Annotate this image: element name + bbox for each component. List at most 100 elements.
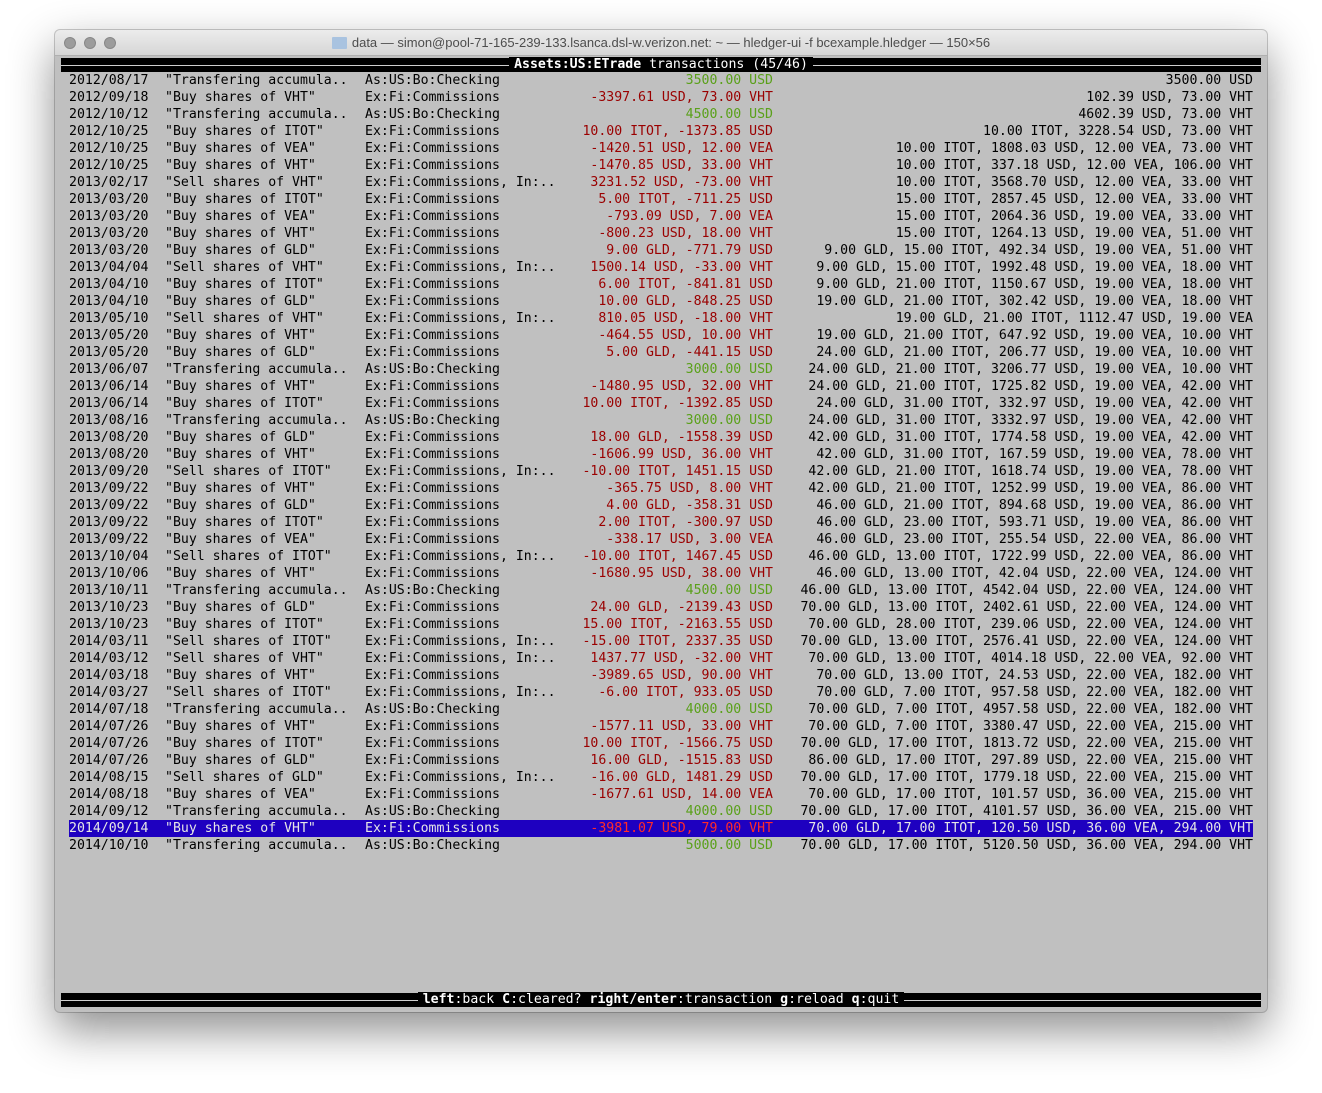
balance-cell: 70.00 GLD, 17.00 ITOT, 120.50 USD, 36.00… <box>808 821 1253 836</box>
table-row[interactable]: 2013/05/10 "Sell shares of VHT" Ex:Fi:Comm… <box>61 310 1261 327</box>
minimize-button[interactable] <box>84 37 96 49</box>
balance-cell: 24.00 GLD, 31.00 ITOT, 332.97 USD, 19.00… <box>816 396 1253 411</box>
table-row[interactable]: 2013/04/10 "Buy shares of ITOT" Ex:Fi:Comm… <box>61 276 1261 293</box>
date-cell: 2013/03/20 <box>69 209 149 224</box>
table-row[interactable]: 2014/03/18 "Buy shares of VHT" Ex:Fi:Commi… <box>61 667 1261 684</box>
table-row[interactable]: 2013/06/14 "Buy shares of ITOT" Ex:Fi:Comm… <box>61 395 1261 412</box>
table-row[interactable]: 2013/09/22 "Buy shares of ITOT" Ex:Fi:Comm… <box>61 514 1261 531</box>
table-row[interactable]: 2012/10/25 "Buy shares of VEA" Ex:Fi:Commi… <box>61 140 1261 157</box>
description-cell: "Sell shares of VHT" <box>165 260 324 275</box>
key-hint: right/enter:transaction <box>589 992 773 1007</box>
table-row[interactable]: 2012/08/17 "Transfering accumula.. As:US:B… <box>61 72 1261 89</box>
description-cell: "Sell shares of ITOT" <box>165 549 332 564</box>
table-row[interactable]: 2013/10/23 "Buy shares of GLD" Ex:Fi:Commi… <box>61 599 1261 616</box>
table-row[interactable]: 2013/06/14 "Buy shares of VHT" Ex:Fi:Commi… <box>61 378 1261 395</box>
balance-cell: 70.00 GLD, 13.00 ITOT, 2402.61 USD, 22.0… <box>800 600 1253 615</box>
account-cell: Ex:Fi:Commissions <box>365 277 500 292</box>
table-row[interactable]: 2013/03/20 "Buy shares of ITOT" Ex:Fi:Comm… <box>61 191 1261 208</box>
balance-cell: 4602.39 USD, 73.00 VHT <box>1078 107 1253 122</box>
table-row[interactable]: 2014/10/10 "Transfering accumula.. As:US:B… <box>61 837 1261 854</box>
table-row[interactable]: 2013/06/07 "Transfering accumula.. As:US:B… <box>61 361 1261 378</box>
description-cell: "Buy shares of VEA" <box>165 532 316 547</box>
table-row[interactable]: 2013/08/20 "Buy shares of GLD" Ex:Fi:Commi… <box>61 429 1261 446</box>
balance-cell: 70.00 GLD, 7.00 ITOT, 3380.47 USD, 22.00… <box>808 719 1253 734</box>
account-cell: Ex:Fi:Commissions, In:.. <box>365 685 556 700</box>
table-row[interactable]: 2013/10/04 "Sell shares of ITOT" Ex:Fi:Com… <box>61 548 1261 565</box>
key-label: g <box>780 992 789 1007</box>
date-cell: 2014/07/18 <box>69 702 149 717</box>
zoom-button[interactable] <box>104 37 116 49</box>
table-row-selected[interactable]: 2014/09/14 "Buy shares of VHT" Ex:Fi:Commi… <box>69 820 1253 837</box>
account-cell: As:US:Bo:Checking <box>365 838 500 853</box>
table-row[interactable]: 2012/10/12 "Transfering accumula.. As:US:B… <box>61 106 1261 123</box>
date-cell: 2013/04/10 <box>69 294 149 309</box>
date-cell: 2014/03/12 <box>69 651 149 666</box>
table-row[interactable]: 2012/10/25 "Buy shares of VHT" Ex:Fi:Commi… <box>61 157 1261 174</box>
table-row[interactable]: 2014/03/27 "Sell shares of ITOT" Ex:Fi:Com… <box>61 684 1261 701</box>
amount-cell: -3397.61 USD, 73.00 VHT <box>590 90 773 105</box>
table-row[interactable]: 2014/07/26 "Buy shares of GLD" Ex:Fi:Commi… <box>61 752 1261 769</box>
table-row[interactable]: 2013/05/20 "Buy shares of GLD" Ex:Fi:Commi… <box>61 344 1261 361</box>
amount-cell: -15.00 ITOT, 2337.35 USD <box>582 634 773 649</box>
table-row[interactable]: 2013/09/22 "Buy shares of VHT" Ex:Fi:Commi… <box>61 480 1261 497</box>
table-row[interactable]: 2013/04/04 "Sell shares of VHT" Ex:Fi:Comm… <box>61 259 1261 276</box>
amount-cell: 3500.00 USD <box>685 73 773 88</box>
table-row[interactable]: 2013/10/23 "Buy shares of ITOT" Ex:Fi:Comm… <box>61 616 1261 633</box>
table-row[interactable]: 2013/09/22 "Buy shares of GLD" Ex:Fi:Commi… <box>61 497 1261 514</box>
table-row[interactable]: 2013/10/06 "Buy shares of VHT" Ex:Fi:Commi… <box>61 565 1261 582</box>
table-row[interactable]: 2013/10/11 "Transfering accumula.. As:US:B… <box>61 582 1261 599</box>
table-row[interactable]: 2012/09/18 "Buy shares of VHT" Ex:Fi:Commi… <box>61 89 1261 106</box>
terminal-content[interactable]: Assets:US:ETrade transactions (45/46) 20… <box>61 56 1261 1012</box>
account-cell: Ex:Fi:Commissions <box>365 719 500 734</box>
date-cell: 2012/09/18 <box>69 90 149 105</box>
date-cell: 2014/09/14 <box>69 821 149 836</box>
key-action: cleared? <box>518 992 582 1007</box>
balance-cell: 70.00 GLD, 7.00 ITOT, 957.58 USD, 22.00 … <box>816 685 1253 700</box>
close-button[interactable] <box>64 37 76 49</box>
table-row[interactable]: 2012/10/25 "Buy shares of ITOT" Ex:Fi:Comm… <box>61 123 1261 140</box>
amount-cell: -10.00 ITOT, 1467.45 USD <box>582 549 773 564</box>
balance-cell: 70.00 GLD, 17.00 ITOT, 1779.18 USD, 22.0… <box>800 770 1253 785</box>
description-cell: "Buy shares of GLD" <box>165 753 316 768</box>
account-cell: As:US:Bo:Checking <box>365 413 500 428</box>
account-cell: Ex:Fi:Commissions <box>365 141 500 156</box>
table-row[interactable]: 2013/09/22 "Buy shares of VEA" Ex:Fi:Commi… <box>61 531 1261 548</box>
table-row[interactable]: 2013/05/20 "Buy shares of VHT" Ex:Fi:Commi… <box>61 327 1261 344</box>
table-row[interactable]: 2014/07/26 "Buy shares of ITOT" Ex:Fi:Comm… <box>61 735 1261 752</box>
amount-cell: -1677.61 USD, 14.00 VEA <box>590 787 773 802</box>
description-cell: "Buy shares of ITOT" <box>165 736 324 751</box>
account-cell: Ex:Fi:Commissions <box>365 328 500 343</box>
header-bar: Assets:US:ETrade transactions (45/46) <box>61 57 1261 72</box>
balance-cell: 10.00 ITOT, 3568.70 USD, 12.00 VEA, 33.0… <box>895 175 1253 190</box>
table-row[interactable]: 2014/08/15 "Sell shares of GLD" Ex:Fi:Comm… <box>61 769 1261 786</box>
amount-cell: 3000.00 USD <box>685 413 773 428</box>
table-row[interactable]: 2014/09/12 "Transfering accumula.. As:US:B… <box>61 803 1261 820</box>
table-row[interactable]: 2013/04/10 "Buy shares of GLD" Ex:Fi:Commi… <box>61 293 1261 310</box>
table-row[interactable]: 2014/03/12 "Sell shares of VHT" Ex:Fi:Comm… <box>61 650 1261 667</box>
table-row[interactable]: 2013/03/20 "Buy shares of GLD" Ex:Fi:Commi… <box>61 242 1261 259</box>
account-cell: Ex:Fi:Commissions <box>365 498 500 513</box>
table-row[interactable]: 2014/07/18 "Transfering accumula.. As:US:B… <box>61 701 1261 718</box>
amount-cell: 4.00 GLD, -358.31 USD <box>606 498 773 513</box>
table-row[interactable]: 2013/09/20 "Sell shares of ITOT" Ex:Fi:Com… <box>61 463 1261 480</box>
table-row[interactable]: 2014/03/11 "Sell shares of ITOT" Ex:Fi:Com… <box>61 633 1261 650</box>
table-row[interactable]: 2014/07/26 "Buy shares of VHT" Ex:Fi:Commi… <box>61 718 1261 735</box>
amount-cell: -365.75 USD, 8.00 VHT <box>606 481 773 496</box>
table-row[interactable]: 2013/08/20 "Buy shares of VHT" Ex:Fi:Commi… <box>61 446 1261 463</box>
amount-cell: 18.00 GLD, -1558.39 USD <box>590 430 773 445</box>
balance-cell: 102.39 USD, 73.00 VHT <box>1086 90 1253 105</box>
title-bar: data — simon@pool-71-165-239-133.lsanca.… <box>55 30 1267 56</box>
transaction-list[interactable]: 2012/08/17 "Transfering accumula.. As:US:B… <box>61 72 1261 854</box>
amount-cell: 6.00 ITOT, -841.81 USD <box>598 277 773 292</box>
description-cell: "Buy shares of GLD" <box>165 498 316 513</box>
description-cell: "Buy shares of VHT" <box>165 668 316 683</box>
balance-cell: 70.00 GLD, 13.00 ITOT, 4014.18 USD, 22.0… <box>808 651 1253 666</box>
description-cell: "Buy shares of VEA" <box>165 787 316 802</box>
table-row[interactable]: 2013/03/20 "Buy shares of VHT" Ex:Fi:Commi… <box>61 225 1261 242</box>
table-row[interactable]: 2013/03/20 "Buy shares of VEA" Ex:Fi:Commi… <box>61 208 1261 225</box>
table-row[interactable]: 2013/08/16 "Transfering accumula.. As:US:B… <box>61 412 1261 429</box>
table-row[interactable]: 2014/08/18 "Buy shares of VEA" Ex:Fi:Commi… <box>61 786 1261 803</box>
table-row[interactable]: 2013/02/17 "Sell shares of VHT" Ex:Fi:Comm… <box>61 174 1261 191</box>
account-cell: Ex:Fi:Commissions, In:.. <box>365 651 556 666</box>
description-cell: "Transfering accumula.. <box>165 73 348 88</box>
